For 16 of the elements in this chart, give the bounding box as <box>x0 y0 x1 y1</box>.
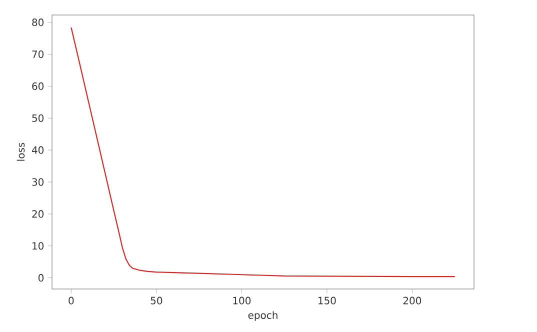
x-axis-title: epoch <box>248 311 278 321</box>
y-tick-label: 80 <box>32 18 44 26</box>
y-tick-label: 0 <box>38 274 44 282</box>
x-tick-label: 50 <box>150 296 162 304</box>
y-tick-label: 10 <box>32 242 44 250</box>
y-tick-label: 50 <box>32 114 44 122</box>
y-axis-title: loss <box>16 142 25 161</box>
x-tick-label: 100 <box>233 296 251 304</box>
x-tick-label: 150 <box>318 296 336 304</box>
y-tick-label: 60 <box>32 82 44 90</box>
y-tick-label: 20 <box>32 210 44 218</box>
x-tick-label: 0 <box>68 296 74 304</box>
y-tick-label: 30 <box>32 178 44 186</box>
y-tick-label: 40 <box>32 146 44 154</box>
y-tick-label: 70 <box>32 50 44 58</box>
x-tick-label: 200 <box>403 296 422 304</box>
